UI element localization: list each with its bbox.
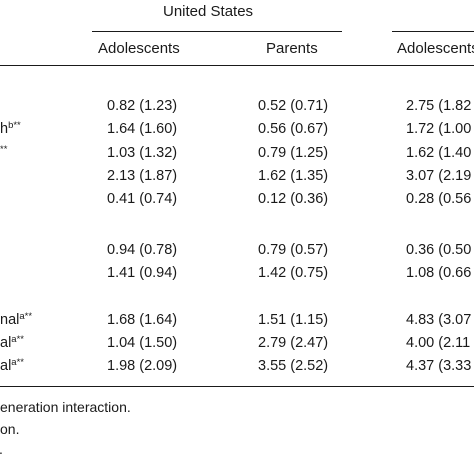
table-cell: 1.62 (1.35) xyxy=(258,168,329,184)
header-bottom-rule xyxy=(0,65,474,66)
table-cell: 0.56 (0.67) xyxy=(258,121,329,137)
group-header-rule-right xyxy=(392,31,474,32)
row-label: ala** xyxy=(0,357,24,374)
table-cell: 4.00 (2.11 xyxy=(406,335,471,351)
table-cell: 2.75 (1.82 xyxy=(406,98,472,114)
row-label: hb** xyxy=(0,120,21,137)
table-cell: 2.79 (2.47) xyxy=(258,335,329,351)
table-cell: 1.64 (1.60) xyxy=(107,121,178,137)
table-cell: 4.37 (3.33 xyxy=(406,358,472,374)
table-bottom-rule xyxy=(0,386,474,387)
table-cell: 1.04 (1.50) xyxy=(107,335,178,351)
table-cell: 4.83 (3.07 xyxy=(406,312,472,328)
table-cell: 1.51 (1.15) xyxy=(258,312,329,328)
table-cell: 0.12 (0.36) xyxy=(258,191,329,207)
table-cell: 0.52 (0.71) xyxy=(258,98,329,114)
table-cell: 1.98 (2.09) xyxy=(107,358,178,374)
table-cell: 0.82 (1.23) xyxy=(107,98,178,114)
table-cell: 3.07 (2.19 xyxy=(406,168,472,184)
table-cell: 3.55 (2.52) xyxy=(258,358,329,374)
table-cell: 1.41 (0.94) xyxy=(107,265,178,281)
footnote: eneration interaction. xyxy=(0,399,131,415)
table-cell: 1.42 (0.75) xyxy=(258,265,329,281)
footnote: on. xyxy=(0,421,20,437)
table-cell: 0.36 (0.50 xyxy=(406,242,472,258)
row-label: nala** xyxy=(0,311,33,328)
table-cell: 0.94 (0.78) xyxy=(107,242,178,258)
row-label: ala** xyxy=(0,334,24,351)
table-cell: 0.28 (0.56 xyxy=(406,191,472,207)
table-cell: 0.41 (0.74) xyxy=(107,191,178,207)
group-header-rule xyxy=(92,31,342,32)
column-header-adolescents-2: Adolescents xyxy=(397,40,474,57)
table-cell: 1.68 (1.64) xyxy=(107,312,178,328)
table-cell: 1.72 (1.00 xyxy=(406,121,472,137)
row-label: ** xyxy=(0,144,8,155)
table-cell: 1.03 (1.32) xyxy=(107,145,178,161)
column-header-adolescents-us: Adolescents xyxy=(98,40,180,57)
footnote-dot: . xyxy=(0,440,3,458)
table-cell: 0.79 (1.25) xyxy=(258,145,329,161)
table-cell: 0.79 (0.57) xyxy=(258,242,329,258)
column-header-parents-us: Parents xyxy=(266,40,318,57)
table-cell: 1.62 (1.40 xyxy=(406,145,472,161)
table-cell: 1.08 (0.66 xyxy=(406,265,472,281)
group-header-united-states: United States xyxy=(163,3,254,20)
table-cell: 2.13 (1.87) xyxy=(107,168,178,184)
